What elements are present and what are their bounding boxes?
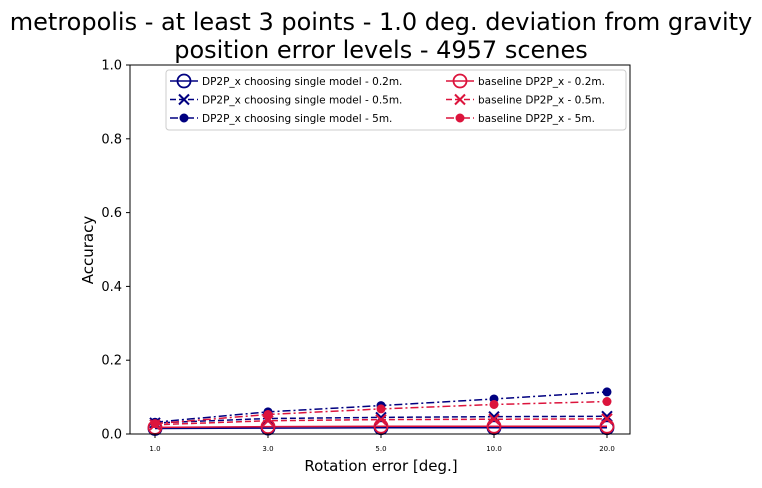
series-line-3 (154, 425, 607, 429)
y-axis-label: Accuracy (79, 216, 97, 285)
data-point-1-4-stroke-b (601, 410, 613, 422)
legend-marker-1-stroke-b (178, 93, 190, 106)
legend-box (165, 69, 627, 131)
data-point-4-2-stroke-b (375, 413, 387, 426)
legend-label-1: DP2P_x choosing single model - 0.5m. (202, 95, 402, 107)
legend-label-5: baseline DP2P_x - 5m. (478, 113, 595, 125)
x-axis-label: Rotation error [deg.] (304, 457, 457, 475)
y-tick-label-5: 1.0 (101, 59, 122, 74)
axes: 0.0 0.2 0.4 0.6 0.8 1.0 1.0 3.0 5.0 10.0 20.0 (101, 59, 631, 453)
data-point-4-4 (601, 413, 613, 425)
chart-title-line1: metropolis - at least 3 points - 1.0 deg… (10, 8, 752, 36)
legend: DP2P_x choosing single model - 0.2m. DP2P… (165, 69, 627, 131)
data-point-5-3 (489, 399, 499, 409)
data-point-1-4 (601, 410, 613, 422)
x-tick-label-2: 5.0 (375, 445, 386, 453)
legend-marker-4 (454, 93, 466, 106)
y-tick-label-2: 0.4 (101, 280, 122, 295)
data-point-4-3 (488, 413, 500, 425)
data-point-4-3-stroke-b (488, 413, 500, 425)
x-tick-label-4: 20.0 (599, 445, 615, 453)
chart-title-line2: position error levels - 4957 scenes (174, 36, 588, 64)
legend-marker-5 (455, 113, 465, 123)
y-tick-label-4: 0.8 (101, 132, 122, 147)
legend-label-4: baseline DP2P_x - 0.5m. (478, 95, 605, 107)
data-point-2-4 (602, 387, 612, 397)
data-point-5-2 (376, 404, 386, 414)
legend-marker-2 (179, 113, 189, 123)
y-tick-label-0: 0.0 (101, 428, 122, 443)
data-point-5-0 (150, 419, 160, 429)
x-tick-label-3: 10.0 (486, 445, 502, 453)
plot-area (147, 387, 615, 436)
legend-marker-4-stroke-b (454, 93, 466, 106)
plot-frame (129, 64, 631, 435)
legend-label-0: DP2P_x choosing single model - 0.2m. (202, 76, 402, 88)
legend-label-2: DP2P_x choosing single model - 5m. (202, 113, 392, 125)
x-tick-label-1: 3.0 (262, 445, 273, 453)
legend-label-3: baseline DP2P_x - 0.2m. (478, 76, 605, 88)
data-point-4-2 (375, 413, 387, 426)
y-tick-label-1: 0.2 (101, 354, 122, 369)
legend-marker-3 (452, 73, 468, 89)
data-point-5-1 (263, 409, 273, 419)
y-tick-label-3: 0.6 (101, 206, 122, 221)
legend-marker-1 (178, 93, 190, 106)
data-point-4-4-stroke-b (601, 413, 613, 425)
data-point-5-4 (602, 397, 612, 407)
x-tick-label-0: 1.0 (149, 445, 160, 453)
series-line-0 (154, 426, 607, 430)
legend-marker-0 (176, 73, 192, 89)
